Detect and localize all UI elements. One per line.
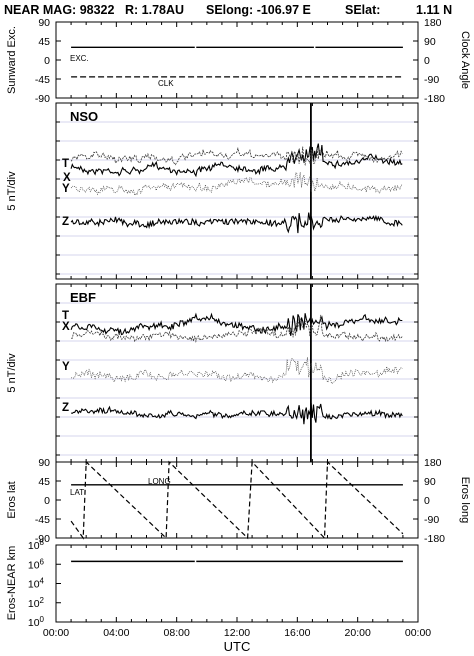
y-tick-label: 100 bbox=[28, 615, 45, 629]
distance-label: R: 1.78AU bbox=[125, 3, 185, 17]
label-clk: CLK bbox=[158, 79, 174, 88]
distance-panel bbox=[55, 544, 419, 623]
y-axis-title: Eros lat bbox=[6, 481, 18, 518]
y-tick-label: -45 bbox=[35, 74, 50, 86]
series-label: X bbox=[63, 172, 71, 184]
y-tick-label: -90 bbox=[35, 533, 50, 545]
y2-tick-label: -180 bbox=[424, 533, 445, 545]
y-tick-label: -45 bbox=[35, 514, 50, 526]
series-line-long bbox=[70, 460, 404, 540]
y-tick-label: 90 bbox=[38, 17, 50, 29]
y-axis-title: Eros-NEAR km bbox=[6, 546, 18, 621]
series-line-t bbox=[70, 312, 403, 336]
x-tick-label: 00:00 bbox=[43, 627, 69, 639]
label-lat: LAT bbox=[70, 488, 84, 497]
series-line-x bbox=[70, 146, 403, 167]
y-axis-title: Sunward Exc. bbox=[6, 26, 18, 94]
label-long: LONG bbox=[148, 477, 171, 486]
y-tick-label: 90 bbox=[38, 457, 50, 469]
y-tick-label: 0 bbox=[44, 495, 50, 507]
eros-panel bbox=[55, 461, 419, 539]
y2-tick-label: 180 bbox=[424, 457, 442, 469]
series-label: X bbox=[62, 321, 70, 333]
y2-tick-label: 0 bbox=[424, 55, 430, 67]
y-tick-label: 108 bbox=[28, 538, 45, 552]
y-tick-label: 102 bbox=[28, 596, 45, 610]
x-tick-label: 20:00 bbox=[345, 627, 371, 639]
x-axis-title: UTC bbox=[224, 639, 251, 654]
x-tick-label: 00:00 bbox=[405, 627, 431, 639]
x-tick-label: 16:00 bbox=[284, 627, 310, 639]
x-tick-label: 08:00 bbox=[164, 627, 190, 639]
y-axis-title: 5 nT/div bbox=[6, 171, 18, 211]
series-line-z bbox=[70, 212, 403, 234]
y-axis-title: 5 nT/div bbox=[6, 353, 18, 393]
y2-tick-label: 180 bbox=[424, 17, 442, 29]
series-label: T bbox=[62, 310, 69, 322]
series-label: T bbox=[62, 158, 69, 170]
y2-tick-label: 90 bbox=[424, 36, 436, 48]
series-label: Y bbox=[62, 183, 70, 195]
ebf-title: EBF bbox=[70, 290, 96, 305]
series-line-z bbox=[70, 403, 403, 425]
y-tick-label: 45 bbox=[38, 476, 50, 488]
y2-tick-label: -90 bbox=[424, 514, 439, 526]
series-line-t bbox=[70, 143, 403, 178]
x-tick-label: 04:00 bbox=[103, 627, 129, 639]
y-tick-label: 104 bbox=[28, 577, 45, 591]
series-label: Z bbox=[62, 216, 69, 228]
label-exc: EXC. bbox=[70, 54, 89, 63]
nso-title: NSO bbox=[70, 109, 98, 124]
y-tick-label: 106 bbox=[28, 557, 45, 571]
series-label: Z bbox=[62, 402, 69, 414]
y2-axis-title: Clock Angle bbox=[459, 31, 471, 89]
y2-tick-label: -90 bbox=[424, 74, 439, 86]
x-tick-label: 12:00 bbox=[224, 627, 250, 639]
series-line-x bbox=[71, 314, 403, 343]
y-tick-label: -90 bbox=[35, 93, 50, 105]
selat-value: 1.11 N bbox=[416, 3, 453, 17]
series-line-y bbox=[70, 172, 403, 197]
series-line-y bbox=[70, 357, 403, 385]
selong-label: SElong: -106.97 E bbox=[206, 3, 311, 17]
y-tick-label: 0 bbox=[44, 55, 50, 67]
series-label: Y bbox=[62, 361, 70, 373]
selat-label: SElat: bbox=[345, 3, 381, 17]
y2-tick-label: -180 bbox=[424, 93, 445, 105]
spacecraft-label: NEAR MAG: 98322 bbox=[4, 3, 115, 17]
y2-axis-title: Eros long bbox=[459, 477, 471, 523]
y-tick-label: 45 bbox=[38, 36, 50, 48]
angles-panel bbox=[55, 21, 419, 99]
y2-tick-label: 90 bbox=[424, 476, 436, 488]
nso-panel bbox=[55, 102, 419, 280]
ebf-panel bbox=[55, 283, 419, 463]
y2-tick-label: 0 bbox=[424, 495, 430, 507]
